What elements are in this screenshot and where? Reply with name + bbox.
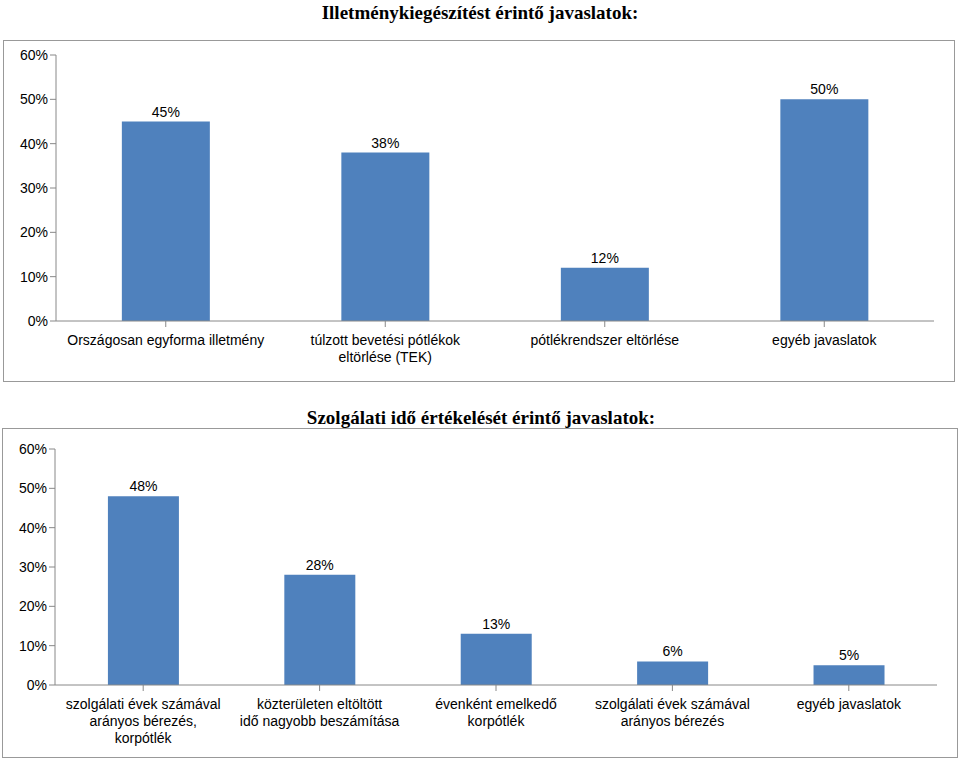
svg-text:13%: 13%	[482, 616, 510, 632]
svg-text:10%: 10%	[19, 638, 47, 654]
svg-text:egyéb javaslatok: egyéb javaslatok	[772, 332, 877, 348]
svg-text:0%: 0%	[28, 313, 48, 329]
svg-text:40%: 40%	[20, 136, 48, 152]
svg-text:5%: 5%	[839, 647, 859, 663]
svg-text:egyéb javaslatok: egyéb javaslatok	[797, 696, 902, 712]
svg-text:50%: 50%	[810, 81, 838, 97]
svg-text:20%: 20%	[19, 598, 47, 614]
svg-text:38%: 38%	[371, 135, 399, 151]
svg-text:túlzott bevetési pótlékokeltör: túlzott bevetési pótlékokeltörlése (TEK)	[311, 332, 461, 365]
svg-text:Országosan egyforma illetmény: Országosan egyforma illetmény	[67, 332, 264, 348]
svg-text:48%: 48%	[129, 478, 157, 494]
svg-text:45%: 45%	[152, 104, 180, 120]
svg-text:pótlékrendszer eltörlése: pótlékrendszer eltörlése	[530, 332, 679, 348]
svg-text:szolgálati évek számávalarányo: szolgálati évek számávalarányos bérezés,…	[66, 696, 221, 746]
svg-text:30%: 30%	[20, 180, 48, 196]
svg-text:50%: 50%	[20, 91, 48, 107]
svg-text:közterületen eltöltöttidő nagy: közterületen eltöltöttidő nagyobb beszám…	[240, 696, 400, 729]
svg-text:50%: 50%	[19, 480, 47, 496]
html-text:Illetménykiegészítést érintő j: Illetménykiegészítést érintő javaslatok:	[321, 2, 639, 23]
svg-text:6%: 6%	[663, 643, 683, 659]
svg-text:10%: 10%	[20, 269, 48, 285]
svg-text:12%: 12%	[591, 250, 619, 266]
svg-text:0%: 0%	[27, 677, 47, 693]
svg-text:30%: 30%	[19, 559, 47, 575]
svg-text:60%: 60%	[19, 441, 47, 457]
svg-text:28%: 28%	[306, 557, 334, 573]
svg-text:60%: 60%	[20, 47, 48, 63]
svg-text:évenként emelkedőkorpótlék: évenként emelkedőkorpótlék	[435, 696, 557, 729]
svg-text:20%: 20%	[20, 224, 48, 240]
svg-text:szolgálati évek számávalarányo: szolgálati évek számávalarányos bérezés	[595, 696, 750, 729]
html-text:Szolgálati idő értékelését éri: Szolgálati idő értékelését érintő javasl…	[306, 407, 656, 428]
svg-text:40%: 40%	[19, 520, 47, 536]
